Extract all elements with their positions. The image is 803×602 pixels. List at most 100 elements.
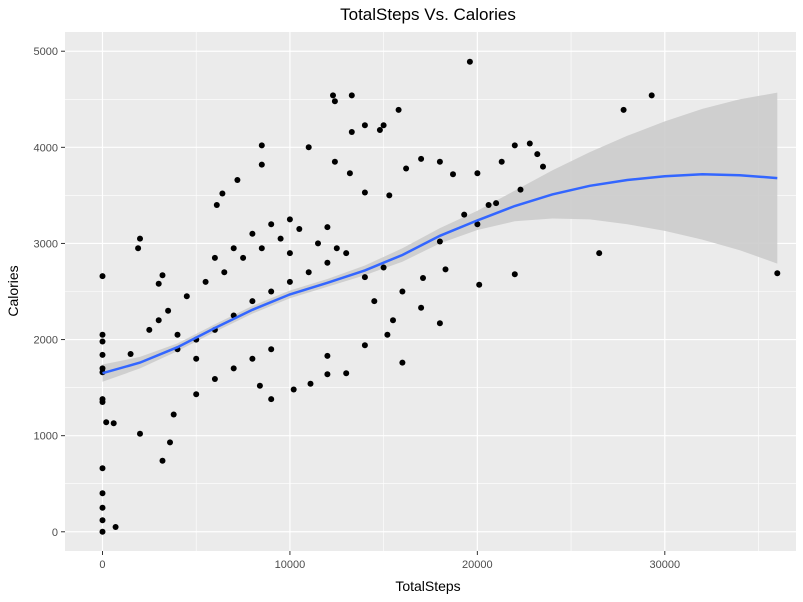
data-point: [442, 266, 449, 273]
data-point: [110, 420, 117, 427]
data-point: [526, 140, 533, 147]
data-point: [221, 269, 228, 276]
data-point: [305, 269, 312, 276]
data-point: [380, 122, 387, 129]
trend-line: [102, 172, 778, 375]
data-point: [99, 465, 106, 472]
data-point: [371, 298, 378, 305]
data-point: [774, 270, 781, 277]
data-point: [346, 170, 353, 177]
data-point: [450, 171, 456, 178]
data-point: [418, 155, 425, 162]
data-point: [420, 275, 426, 281]
data-point: [211, 376, 218, 382]
data-point: [498, 158, 505, 165]
x-tick-label: 0: [99, 559, 105, 571]
data-point: [596, 250, 603, 257]
data-point: [324, 371, 331, 378]
data-point: [174, 331, 181, 338]
data-point: [343, 250, 350, 257]
data-point: [286, 216, 293, 223]
data-point: [305, 144, 312, 151]
y-tick-label: 0: [52, 527, 58, 539]
data-point: [466, 58, 473, 65]
data-point: [511, 142, 518, 149]
data-point: [99, 351, 106, 358]
data-point: [286, 278, 293, 285]
x-axis-ticks: 0 10000 20000 30000: [99, 551, 680, 571]
data-point: [436, 238, 443, 245]
data-point: [493, 200, 500, 207]
data-point: [286, 250, 293, 257]
data-point: [474, 170, 481, 177]
data-point: [258, 161, 265, 168]
data-point: [361, 342, 368, 349]
data-point: [202, 278, 209, 285]
data-point: [399, 288, 406, 295]
data-point: [99, 517, 106, 524]
data-point: [403, 165, 410, 172]
data-point: [277, 235, 284, 242]
data-point: [418, 304, 425, 311]
data-point: [361, 189, 368, 196]
data-point: [99, 331, 106, 338]
data-point: [268, 288, 275, 295]
y-axis-ticks: 0 1000 2000 3000 4000 5000: [34, 46, 65, 539]
data-points: [99, 58, 781, 535]
data-point: [159, 457, 166, 464]
data-point: [230, 365, 237, 372]
data-point: [135, 245, 142, 252]
data-point: [234, 177, 241, 183]
data-point: [167, 439, 173, 446]
chart-title: TotalSteps Vs. Calories: [340, 5, 516, 24]
y-tick-label: 5000: [34, 46, 58, 58]
data-point: [165, 307, 172, 314]
data-point: [436, 320, 443, 327]
data-point: [249, 230, 256, 237]
data-point: [146, 326, 153, 333]
data-point: [230, 245, 237, 252]
y-tick-label: 3000: [34, 238, 58, 250]
data-point: [474, 221, 481, 228]
data-point: [256, 382, 263, 389]
data-point: [307, 380, 314, 387]
data-point: [436, 158, 443, 165]
data-point: [258, 142, 265, 149]
data-point: [249, 355, 256, 362]
data-point: [170, 411, 177, 418]
data-point: [219, 190, 226, 197]
data-point: [348, 92, 355, 99]
data-point: [155, 317, 162, 324]
data-point: [540, 163, 546, 170]
data-point: [348, 129, 355, 135]
data-point: [213, 202, 220, 208]
data-point: [386, 192, 393, 199]
data-point: [511, 271, 518, 278]
data-point: [99, 528, 106, 535]
data-point: [648, 92, 655, 99]
data-point: [331, 158, 338, 165]
data-point: [103, 419, 110, 426]
data-point: [380, 264, 387, 271]
data-point: [137, 235, 143, 242]
x-axis-title: TotalSteps: [395, 578, 460, 594]
data-point: [99, 504, 106, 511]
data-point: [240, 254, 247, 261]
data-point: [476, 281, 483, 288]
data-point: [99, 490, 106, 497]
data-point: [183, 293, 190, 300]
data-point: [249, 298, 256, 305]
x-tick-label: 10000: [275, 559, 306, 571]
data-point: [333, 245, 340, 252]
data-point: [193, 391, 200, 398]
data-point: [324, 224, 331, 231]
data-point: [137, 430, 143, 437]
data-point: [361, 274, 368, 281]
data-point: [99, 273, 106, 280]
data-point: [159, 272, 166, 279]
data-point: [268, 221, 275, 228]
data-point: [390, 317, 396, 324]
data-point: [399, 359, 406, 366]
y-tick-label: 1000: [34, 431, 58, 443]
